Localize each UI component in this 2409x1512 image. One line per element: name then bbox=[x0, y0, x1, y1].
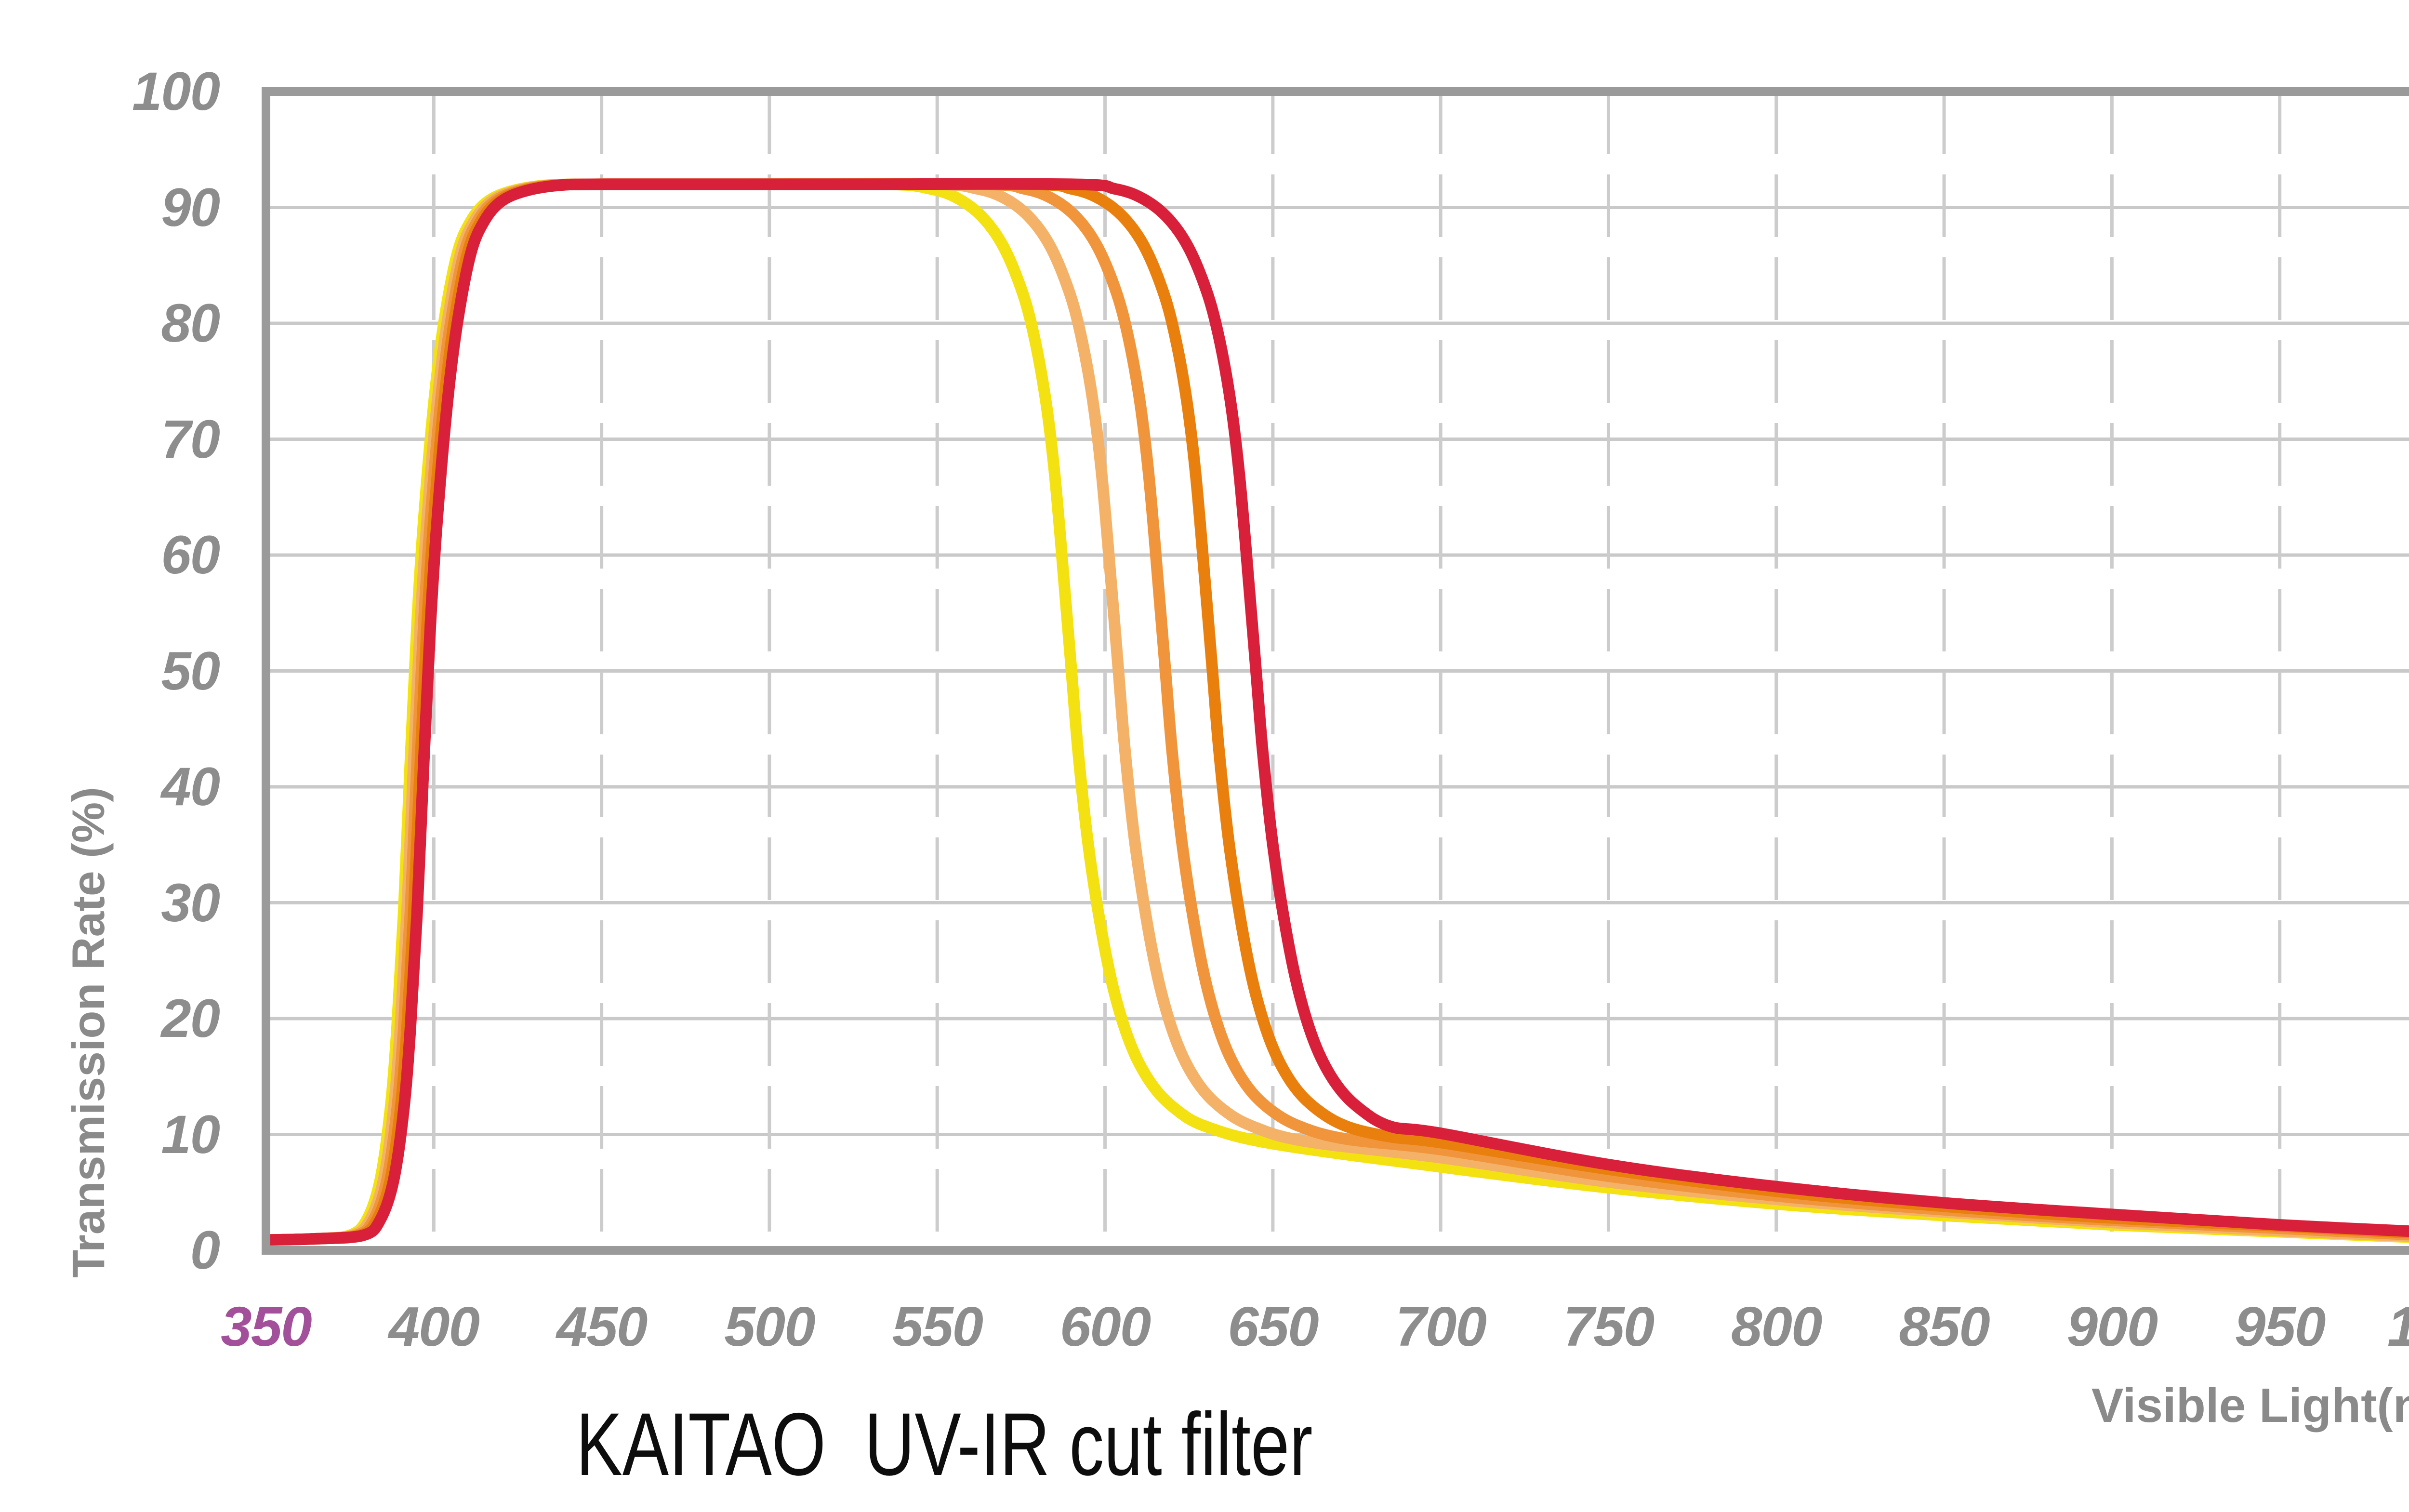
y-tick-label: 80 bbox=[161, 293, 220, 353]
y-tick-label: 50 bbox=[161, 640, 220, 701]
y-tick-label: 90 bbox=[161, 177, 220, 238]
y-tick-label: 70 bbox=[161, 409, 220, 469]
curve-red bbox=[265, 178, 2409, 1246]
x-tick-label: 900 bbox=[2066, 1295, 2158, 1358]
x-tick-label: 600 bbox=[1059, 1295, 1152, 1358]
y-tick-label: 20 bbox=[161, 988, 220, 1048]
x-tick-label: 550 bbox=[892, 1295, 983, 1358]
chart-title: KAITAO UV-IR cut filter bbox=[576, 1395, 1313, 1494]
x-tick-label: 750 bbox=[1563, 1295, 1655, 1358]
x-tick-label: 800 bbox=[1731, 1295, 1823, 1358]
x-tick-label: 400 bbox=[388, 1295, 480, 1358]
x-tick-label: 850 bbox=[1899, 1295, 1990, 1358]
x-tick-label: 350 bbox=[221, 1295, 312, 1358]
y-axis-title: Transmission Rate (%) bbox=[63, 787, 114, 1278]
y-tick-label: 30 bbox=[161, 872, 220, 933]
horizontal-gridlines bbox=[266, 206, 2409, 1136]
x-tick-label: 450 bbox=[556, 1295, 648, 1358]
y-tick-label: 0 bbox=[190, 1220, 220, 1280]
x-axis-title: Visible Light(nm) bbox=[2091, 1379, 2409, 1432]
plot-frame bbox=[262, 87, 2409, 1255]
x-tick-label: 950 bbox=[2234, 1295, 2326, 1358]
y-tick-label: 100 bbox=[132, 61, 220, 121]
y-tick-label: 40 bbox=[161, 756, 220, 817]
x-tick-label: 650 bbox=[1228, 1295, 1319, 1358]
x-tick-label: 500 bbox=[724, 1295, 816, 1358]
x-tick-label: 1000 bbox=[2361, 1298, 2409, 1355]
y-tick-label: 10 bbox=[161, 1104, 220, 1165]
y-tick-label: 60 bbox=[161, 525, 220, 585]
transmission-curves bbox=[265, 178, 2409, 1246]
x-tick-label: 700 bbox=[1395, 1295, 1487, 1358]
